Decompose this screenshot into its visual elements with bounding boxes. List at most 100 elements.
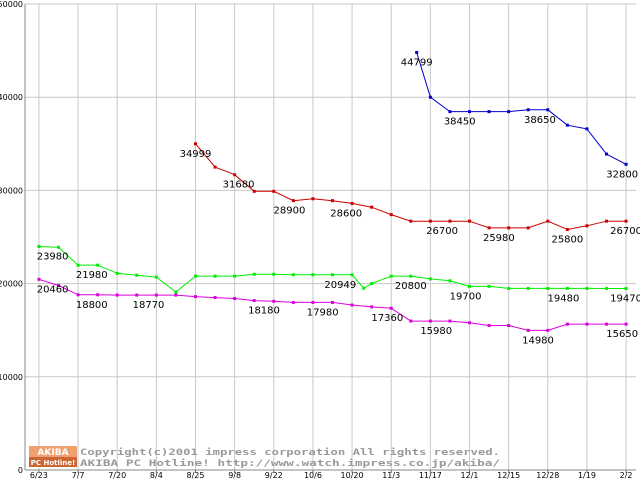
data-point (428, 219, 432, 223)
data-point (468, 110, 472, 114)
data-point (193, 142, 197, 146)
x-tick-label: 9/22 (265, 471, 283, 480)
data-point (448, 279, 452, 283)
data-point (546, 219, 550, 223)
data-point (154, 293, 158, 297)
data-point (272, 272, 276, 276)
data-labels: 44799 38450 38650 32800 34999 31680 28900 28600… (37, 57, 640, 346)
data-point (350, 303, 354, 307)
data-point (487, 226, 491, 230)
data-point (526, 108, 530, 112)
data-point (350, 201, 354, 205)
data-point (585, 286, 589, 290)
data-point (487, 324, 491, 328)
data-label: 26700 (426, 226, 458, 237)
data-label: 34999 (180, 149, 212, 160)
akiba-logo: AKIBA PC Hotline! (29, 446, 77, 467)
x-tick-label: 8/25 (187, 471, 205, 480)
data-point (487, 110, 491, 114)
data-point (624, 162, 628, 166)
data-point (213, 165, 217, 169)
data-point (565, 123, 569, 127)
y-tick-label: 0 (18, 466, 23, 475)
data-label: 32800 (606, 169, 638, 180)
data-point (624, 219, 628, 223)
data-label: 21980 (76, 270, 108, 281)
data-point (605, 152, 609, 156)
data-label: 18180 (248, 306, 280, 317)
data-point (174, 293, 178, 297)
data-point (370, 305, 374, 309)
data-point (331, 300, 334, 304)
data-point (507, 226, 511, 230)
series-line-0 (416, 52, 627, 165)
data-point (565, 228, 569, 232)
data-label: 44799 (401, 57, 433, 68)
data-label: 15650 (606, 329, 638, 340)
data-point (428, 95, 432, 99)
data-point (233, 173, 237, 177)
data-label: 19470 (610, 294, 640, 305)
x-tick-label: 6/23 (30, 471, 48, 480)
data-point (415, 50, 419, 54)
data-point (428, 277, 432, 281)
data-point (213, 296, 217, 300)
data-label: 26700 (610, 226, 640, 237)
data-point (37, 245, 41, 249)
data-point (252, 299, 256, 303)
data-point (135, 273, 139, 277)
data-point (76, 293, 80, 297)
data-point (135, 293, 139, 297)
data-point (233, 297, 237, 301)
data-point (565, 286, 569, 290)
data-label: 28600 (330, 208, 362, 219)
data-point (56, 245, 60, 249)
data-label: 23980 (37, 252, 69, 263)
data-point (468, 321, 472, 325)
data-point (468, 284, 472, 288)
data-label: 19480 (548, 293, 580, 304)
data-point (487, 284, 491, 288)
data-point (526, 328, 530, 332)
data-label: 25980 (483, 233, 515, 244)
data-point (409, 219, 413, 223)
watermark: AKIBA PC Hotline! Copyright(c)2001 impre… (29, 446, 500, 469)
data-label: 38450 (444, 117, 476, 128)
y-tick-label: 30000 (0, 186, 23, 195)
data-point (311, 197, 315, 201)
logo-top-text: AKIBA (37, 448, 68, 458)
data-label: 19700 (450, 291, 482, 302)
x-tick-label: 8/4 (150, 471, 163, 480)
data-point (468, 219, 472, 223)
data-point (507, 324, 511, 328)
data-point (115, 271, 119, 275)
data-point (291, 273, 295, 277)
x-tick-label: 11/3 (382, 471, 400, 480)
data-point (174, 290, 178, 294)
data-point (565, 322, 569, 326)
data-point (154, 275, 158, 279)
data-point (507, 286, 511, 290)
data-point (448, 319, 452, 323)
data-point (526, 286, 530, 290)
y-axis-tick-labels: 0 10000 20000 30000 40000 50000 (0, 0, 23, 475)
data-point (252, 189, 256, 193)
data-label: 38650 (524, 115, 556, 126)
data-label: 31680 (223, 180, 255, 191)
grid-lines (25, 3, 636, 471)
data-point (272, 299, 276, 303)
data-label: 17360 (371, 313, 403, 324)
data-point (428, 319, 432, 323)
site-url-text: AKIBA PC Hotline! http://www.watch.impre… (80, 458, 500, 469)
data-point (331, 199, 334, 203)
data-point (605, 322, 609, 326)
data-point (624, 287, 628, 291)
data-point (546, 108, 550, 112)
data-point (585, 127, 589, 131)
data-point (272, 189, 276, 193)
data-point (331, 273, 334, 277)
data-point (233, 274, 237, 278)
data-point (193, 295, 197, 299)
axes (24, 4, 636, 473)
